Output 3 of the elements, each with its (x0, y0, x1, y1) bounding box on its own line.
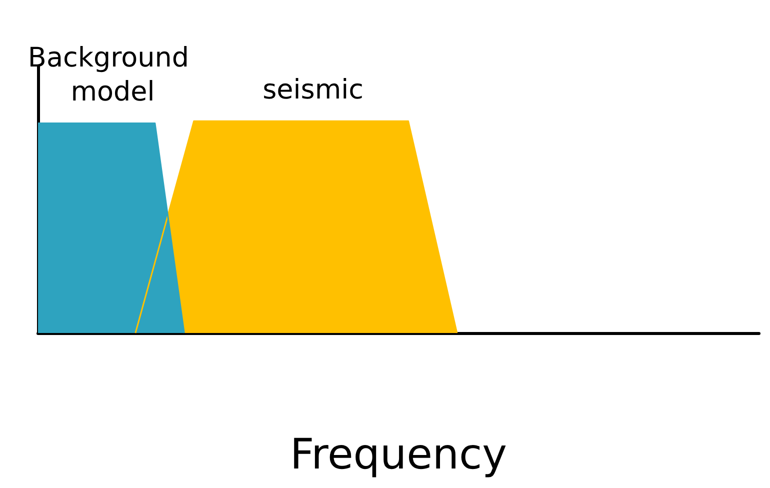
series-label: seismic (262, 74, 364, 106)
series-label: Background model (28, 42, 189, 108)
x-axis-title: Frequency (290, 430, 507, 478)
